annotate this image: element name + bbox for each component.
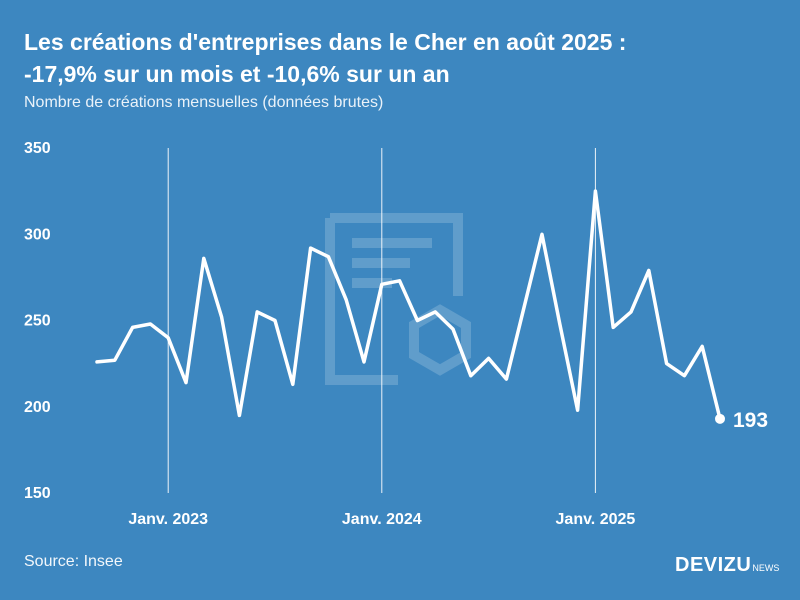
brand-name: DEVIZU [675, 554, 752, 576]
y-tick-label: 200 [24, 399, 51, 416]
y-tick-label: 300 [24, 226, 51, 243]
title-line-1: Les créations d'entreprises dans le Cher… [24, 29, 627, 55]
y-tick-label: 350 [24, 140, 51, 157]
last-point-marker [715, 413, 725, 424]
x-tick-label: Janv. 2023 [128, 511, 208, 528]
brand-logo: DEVIZUNEWS [675, 554, 779, 577]
series-line [95, 189, 722, 421]
title-line-2: -17,9% sur un mois et -10,6% sur un an [24, 61, 450, 87]
y-tick-label: 150 [24, 485, 51, 502]
watermark-document-icon [325, 213, 471, 385]
x-tick-label: Janv. 2025 [556, 511, 636, 528]
chart-title: Les créations d'entreprises dans le Cher… [24, 26, 784, 90]
last-value-label: 193 [733, 409, 768, 432]
source-note: Source: Insee [24, 553, 123, 570]
chart-subtitle: Nombre de créations mensuelles (données … [24, 94, 384, 111]
x-tick-label: Janv. 2024 [342, 511, 422, 528]
brand-suffix: NEWS [752, 563, 780, 573]
y-tick-label: 250 [24, 313, 51, 330]
